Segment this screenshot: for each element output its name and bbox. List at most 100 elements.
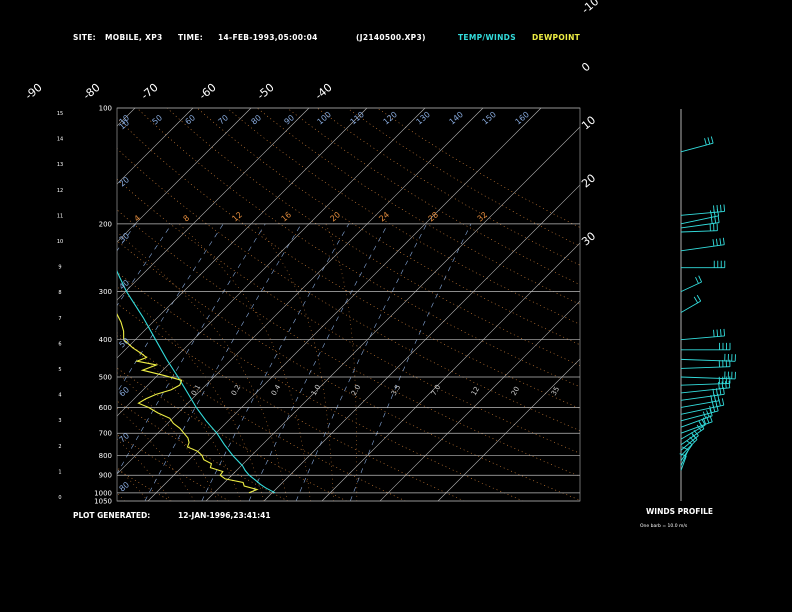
wind-barb <box>680 215 720 229</box>
temperature-line <box>117 269 276 494</box>
legend-dewpoint: DEWPOINT <box>532 33 581 42</box>
isotherm-line <box>205 126 580 501</box>
wind-barb-staff <box>680 335 725 341</box>
plot-generated-value: 12-JAN-1996,23:41:41 <box>178 511 271 520</box>
isotherm-line <box>437 358 580 501</box>
potential-temp-label: 160 <box>514 110 531 127</box>
height-tick-label: 8 <box>58 290 61 296</box>
isotherm-line <box>117 108 136 127</box>
wind-barb-staff <box>680 415 713 428</box>
wind-barb-flag <box>720 329 722 337</box>
wind-barb <box>680 328 726 341</box>
moist-adiabat-line <box>178 223 311 501</box>
isotherm-line <box>321 242 580 501</box>
mixing-ratio-label: 1.0 <box>310 383 322 397</box>
pressure-tick-label: 100 <box>99 105 112 113</box>
wind-barb-flag <box>725 381 727 389</box>
isotherm-line <box>263 184 580 501</box>
mixing-ratio-label: 12 <box>470 385 481 397</box>
isotherm-line <box>117 108 252 243</box>
top-temp-tick-label: -60 <box>197 81 219 103</box>
wind-barb <box>680 434 698 456</box>
isotherm-line <box>117 108 310 301</box>
wind-barb-flag <box>709 210 713 218</box>
isotherm-line <box>379 300 580 501</box>
sounding-series <box>117 269 276 494</box>
right-temp-tick-label: 0 <box>579 60 593 74</box>
potential-temp-label: 110 <box>349 110 366 127</box>
dry-adiabat-label: 12 <box>231 210 245 223</box>
pressure-tick-label: 600 <box>99 404 112 412</box>
wind-barb-flag <box>686 440 693 446</box>
wind-barb-flag <box>721 381 724 389</box>
winds-profile-title: WINDS PROFILE <box>646 507 714 516</box>
top-temp-tick-label: -70 <box>139 81 161 103</box>
wind-barb-flag <box>709 415 713 423</box>
dry-adiabat-line <box>136 108 580 388</box>
wind-barb-staff <box>680 421 713 434</box>
mixing-ratio-line <box>248 223 389 501</box>
wind-barb-flag <box>706 410 710 418</box>
wind-barb-flag <box>721 398 725 406</box>
mixing-ratio-line <box>201 223 350 501</box>
wind-barb-staff <box>680 455 687 471</box>
height-tick-label: 14 <box>57 137 63 143</box>
wind-barb-flag <box>696 294 702 302</box>
wind-barb-staff <box>680 428 705 446</box>
wind-barb-flag <box>722 237 725 245</box>
wind-barb-staff <box>680 281 702 293</box>
wind-barb-flag <box>712 404 716 412</box>
moist-adiabat-line <box>117 438 172 501</box>
wind-barb-flag <box>712 388 715 396</box>
dry-adiabat-line <box>117 367 347 501</box>
moist-adiabat-line <box>117 332 242 501</box>
dry-adiabat-line <box>286 108 580 286</box>
dry-adiabat-line <box>256 108 580 305</box>
dry-adiabat-label: 16 <box>280 210 294 223</box>
wind-barb-flag <box>702 417 707 425</box>
wind-barb-flag <box>716 329 719 337</box>
height-tick-label: 2 <box>58 444 61 450</box>
wind-barb-flag <box>715 238 718 246</box>
wind-barb-staff <box>680 449 689 466</box>
wind-barb-staff <box>680 222 720 229</box>
mixing-ratio-label: 20 <box>510 385 521 397</box>
left-inner-label: 20 <box>118 175 132 188</box>
wind-barb <box>680 422 705 446</box>
wind-barb <box>680 294 702 313</box>
pressure-tick-label: 1050 <box>94 498 112 506</box>
wind-barb-flag <box>715 404 719 411</box>
height-tick-label: 4 <box>58 393 61 399</box>
wind-barb-flag <box>728 380 731 388</box>
wind-barb-staff <box>680 244 725 252</box>
dry-adiabat-line <box>316 108 580 266</box>
top-temp-tick-label: -40 <box>313 81 335 103</box>
top-temp-tick-label: -50 <box>255 81 277 103</box>
mixing-ratio-label: 3.5 <box>390 383 402 397</box>
left-inner-label: 50 <box>118 336 132 349</box>
pressure-tick-label: 400 <box>99 336 112 344</box>
moist-adiabat-line <box>0 224 32 501</box>
wind-barb <box>680 223 718 233</box>
wind-barb-flag <box>693 429 699 436</box>
pressure-tick-label: 900 <box>99 472 112 480</box>
height-tick-label: 13 <box>57 162 63 168</box>
wind-barb-staff <box>680 215 719 225</box>
moist-adiabat-line <box>0 224 102 501</box>
site-label: SITE: <box>73 33 96 42</box>
wind-barb <box>680 371 736 380</box>
dry-adiabat-label: 24 <box>378 210 392 223</box>
potential-temp-label: 100 <box>316 110 333 127</box>
pressure-tick-label: 1000 <box>94 489 112 497</box>
isotherms <box>0 108 580 501</box>
wind-barb-flag <box>713 209 716 217</box>
wind-barb-flag <box>701 418 706 426</box>
mixing-ratio-label: 0.1 <box>190 383 202 397</box>
isotherm-line <box>0 108 77 501</box>
isotherm-line <box>117 108 368 359</box>
mixing-ratio-line <box>350 223 472 501</box>
wind-barb <box>679 453 687 471</box>
dry-adiabat-line <box>166 108 580 367</box>
right-temp-tick-label: 20 <box>579 171 598 190</box>
